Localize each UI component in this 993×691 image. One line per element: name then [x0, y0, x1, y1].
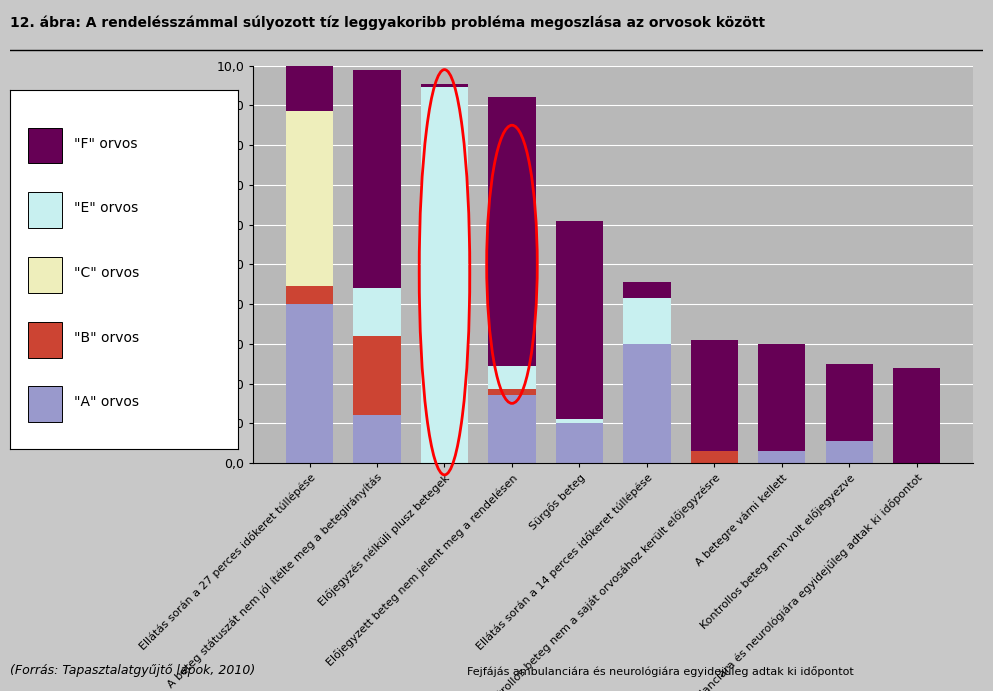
Bar — [28, 321, 63, 357]
Bar — [28, 386, 63, 422]
Text: "C" orvos: "C" orvos — [73, 266, 139, 280]
Bar — [286, 111, 334, 286]
Bar — [489, 390, 535, 395]
Bar — [556, 423, 603, 463]
Text: 12. ábra: A rendelésszámmal súlyozott tíz leggyakoribb probléma megoszlása az or: 12. ábra: A rendelésszámmal súlyozott tí… — [10, 16, 765, 30]
Bar — [759, 451, 805, 463]
Bar — [691, 340, 738, 451]
Bar — [826, 363, 873, 441]
Text: "F" orvos: "F" orvos — [73, 137, 137, 151]
Bar — [354, 288, 400, 336]
Bar — [893, 368, 940, 463]
Bar — [354, 70, 400, 288]
Bar — [421, 88, 468, 463]
Text: "B" orvos: "B" orvos — [73, 331, 139, 345]
Bar — [286, 66, 334, 111]
Bar — [354, 415, 400, 463]
Bar — [489, 366, 535, 390]
Bar — [28, 192, 63, 228]
Bar — [691, 451, 738, 463]
Bar — [489, 395, 535, 463]
Text: Fejfájás ambulanciára és neurológiára egyidejűleg adtak ki időpontot: Fejfájás ambulanciára és neurológiára eg… — [467, 666, 853, 677]
Bar — [624, 344, 670, 463]
Bar — [759, 344, 805, 451]
Bar — [556, 220, 603, 419]
Bar — [489, 97, 535, 366]
Bar — [624, 298, 670, 344]
Text: "A" orvos: "A" orvos — [73, 395, 139, 410]
Bar — [556, 419, 603, 423]
Bar — [826, 441, 873, 463]
Bar — [28, 257, 63, 293]
Bar — [624, 282, 670, 298]
Bar — [286, 286, 334, 304]
Text: (Forrás: Tapasztalatgyűjtő lapok, 2010): (Forrás: Tapasztalatgyűjtő lapok, 2010) — [10, 664, 255, 677]
Bar — [286, 304, 334, 463]
Bar — [354, 336, 400, 415]
Bar — [421, 84, 468, 88]
Text: "E" orvos: "E" orvos — [73, 201, 138, 216]
Bar — [28, 128, 63, 164]
